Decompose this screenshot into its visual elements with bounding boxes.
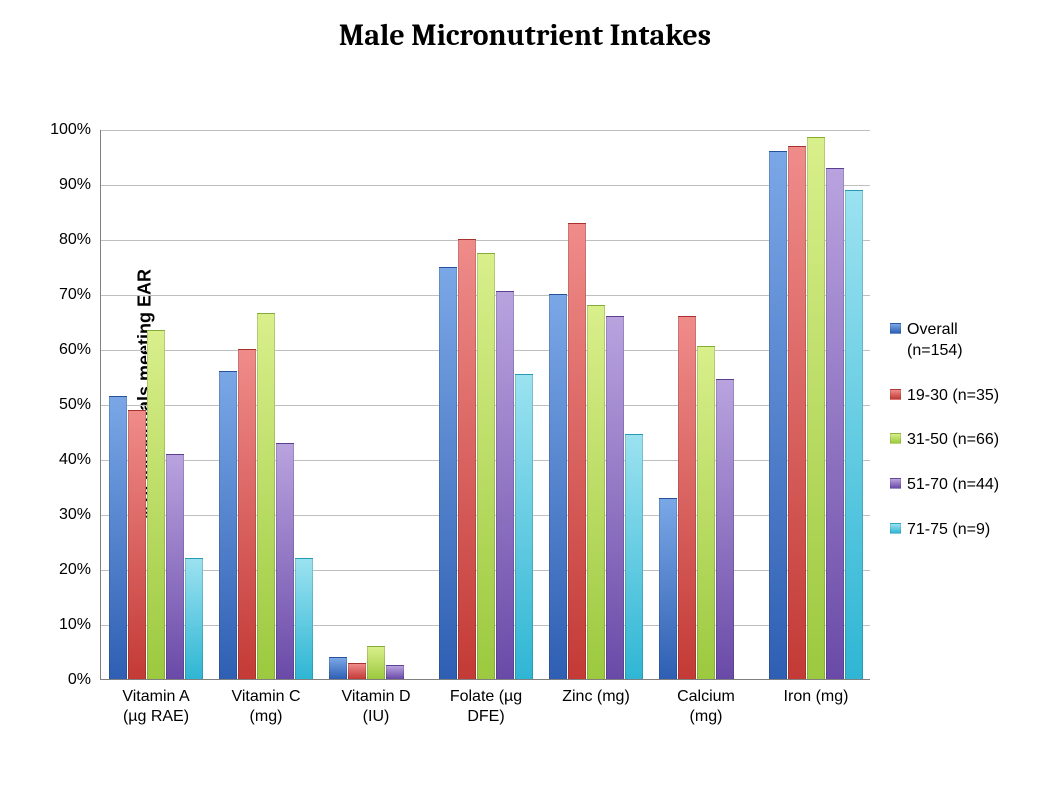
legend-swatch — [890, 523, 901, 534]
bar — [276, 443, 294, 680]
bar — [769, 151, 787, 679]
x-tick-label: Iron (mg) — [761, 679, 871, 707]
bar-group — [659, 316, 753, 679]
bar — [166, 454, 184, 680]
bar-group — [549, 223, 643, 680]
bar — [458, 239, 476, 679]
bar-group — [439, 239, 533, 679]
bar — [238, 349, 256, 679]
legend: Overall(n=154) 19-30 (n=35) 31-50 (n=66) 51… — [890, 320, 999, 541]
bar — [329, 657, 347, 679]
legend-item: 71-75 (n=9) — [890, 520, 999, 541]
bar — [845, 190, 863, 680]
legend-item: Overall(n=154) — [890, 320, 999, 362]
legend-label: 51-70 (n=44) — [907, 475, 999, 496]
bar — [807, 137, 825, 679]
legend-swatch — [890, 478, 901, 489]
bar — [515, 374, 533, 679]
y-tick-label: 40% — [59, 451, 101, 469]
bar-group — [109, 330, 203, 679]
bar — [826, 168, 844, 680]
legend-label: 71-75 (n=9) — [907, 520, 990, 541]
gridline — [101, 130, 870, 131]
x-tick-label: Folate (µgDFE) — [431, 679, 541, 727]
bar-group — [219, 313, 313, 679]
bar — [788, 146, 806, 680]
legend-swatch — [890, 433, 901, 444]
bar — [185, 558, 203, 679]
plot-area: 0%10%20%30%40%50%60%70%80%90%100%Vitamin… — [100, 130, 870, 680]
bar — [367, 646, 385, 679]
bar — [549, 294, 567, 679]
bar — [386, 665, 404, 679]
bar — [128, 410, 146, 680]
y-tick-label: 10% — [59, 616, 101, 634]
y-tick-label: 70% — [59, 286, 101, 304]
chart-title: Male Micronutrient Intakes — [0, 18, 1050, 53]
bar — [496, 291, 514, 679]
legend-label: Overall(n=154) — [907, 320, 963, 362]
bar — [697, 346, 715, 679]
x-tick-label: Vitamin C(mg) — [211, 679, 321, 727]
bar-group — [769, 137, 863, 679]
bar-group — [329, 646, 423, 679]
legend-label: 19-30 (n=35) — [907, 386, 999, 407]
bar — [716, 379, 734, 679]
x-tick-label: Vitamin A(µg RAE) — [101, 679, 211, 727]
bar — [147, 330, 165, 679]
x-tick-label: Zinc (mg) — [541, 679, 651, 707]
bar — [568, 223, 586, 680]
y-tick-label: 60% — [59, 341, 101, 359]
bar — [257, 313, 275, 679]
y-tick-label: 30% — [59, 506, 101, 524]
bar — [439, 267, 457, 680]
bar — [295, 558, 313, 679]
legend-item: 51-70 (n=44) — [890, 475, 999, 496]
legend-swatch — [890, 323, 901, 334]
gridline — [101, 185, 870, 186]
bar — [348, 663, 366, 680]
bar — [678, 316, 696, 679]
y-tick-label: 80% — [59, 231, 101, 249]
y-tick-label: 0% — [68, 671, 101, 689]
y-tick-label: 90% — [59, 176, 101, 194]
x-tick-label: Calcium(mg) — [651, 679, 761, 727]
bar — [625, 434, 643, 679]
bar — [109, 396, 127, 679]
legend-item: 31-50 (n=66) — [890, 430, 999, 451]
bar — [606, 316, 624, 679]
y-tick-label: 50% — [59, 396, 101, 414]
bar — [477, 253, 495, 679]
y-tick-label: 20% — [59, 561, 101, 579]
chart-container: Male Micronutrient Intakes % of Individu… — [0, 0, 1050, 791]
bar — [659, 498, 677, 680]
legend-label: 31-50 (n=66) — [907, 430, 999, 451]
bar — [219, 371, 237, 679]
bar — [587, 305, 605, 679]
legend-swatch — [890, 389, 901, 400]
y-tick-label: 100% — [50, 121, 101, 139]
legend-item: 19-30 (n=35) — [890, 386, 999, 407]
x-tick-label: Vitamin D(IU) — [321, 679, 431, 727]
